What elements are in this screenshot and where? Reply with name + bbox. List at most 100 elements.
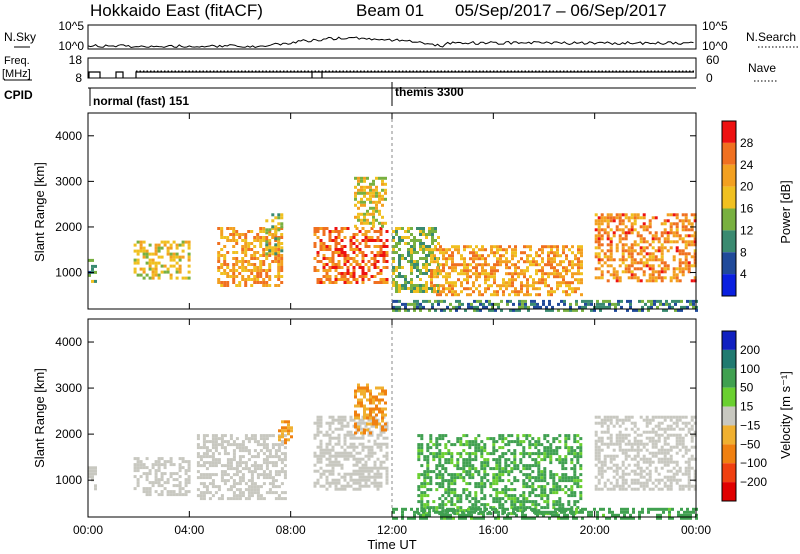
heatmap-cell [422, 251, 425, 254]
heatmap-cell [540, 494, 544, 498]
heatmap-cell [483, 506, 487, 510]
heatmap-cell [250, 272, 254, 275]
heatmap-cell [669, 231, 673, 235]
heatmap-cell [552, 482, 556, 486]
heatmap-cell [244, 278, 248, 281]
heatmap-cell [642, 249, 646, 253]
heatmap-cell [238, 461, 242, 465]
heatmap-cell [373, 230, 377, 233]
heatmap-cell [398, 284, 401, 287]
heatmap-cell [148, 481, 152, 485]
heatmap-cell [378, 191, 381, 195]
heatmap-cell [482, 510, 485, 514]
heatmap-cell [474, 443, 478, 447]
heatmap-cell [576, 461, 580, 465]
heatmap-cell [373, 484, 377, 488]
heatmap-cell [504, 458, 508, 462]
heatmap-cell [680, 513, 683, 517]
heatmap-cell [642, 469, 646, 473]
heatmap-cell [693, 216, 697, 220]
heatmap-cell [259, 254, 263, 257]
heatmap-cell [690, 228, 694, 232]
heatmap-cell [363, 176, 366, 180]
velocity-ylabel: Slant Range [km] [32, 368, 47, 468]
heatmap-cell [154, 243, 158, 247]
heatmap-cell [367, 478, 371, 482]
heatmap-cell [431, 290, 434, 293]
heatmap-cell [151, 273, 155, 277]
heatmap-cell [142, 252, 146, 256]
heatmap-cell [469, 245, 472, 249]
heatmap-cell [422, 290, 425, 293]
heatmap-cell [262, 440, 266, 444]
heatmap-cell [319, 415, 323, 419]
heatmap-cell [470, 513, 473, 517]
heatmap-cell [545, 510, 548, 514]
heatmap-cell [666, 415, 670, 419]
heatmap-cell [498, 497, 502, 501]
heatmap-cell [621, 478, 625, 482]
heatmap-cell [370, 445, 374, 449]
heatmap-cell [417, 449, 421, 453]
heatmap-cell [262, 452, 266, 456]
heatmap-cell [511, 290, 514, 294]
heatmap-cell [475, 278, 478, 282]
heatmap-cell [603, 469, 607, 473]
heatmap-cell [633, 276, 637, 280]
heatmap-cell [367, 466, 371, 470]
heatmap-cell [337, 266, 341, 269]
heatmap-cell [343, 278, 347, 281]
heatmap-cell [157, 469, 161, 473]
heatmap-cell [369, 389, 372, 393]
heatmap-cell [654, 276, 658, 280]
heatmap-cell [668, 513, 671, 517]
heatmap-cell [211, 452, 215, 456]
heatmap-cell [660, 243, 664, 247]
heatmap-cell [142, 472, 146, 476]
heatmap-cell [675, 231, 679, 235]
heatmap-cell [654, 231, 658, 235]
heatmap-cell [313, 463, 317, 467]
heatmap-cell [666, 478, 670, 482]
heatmap-cell [416, 302, 419, 306]
heatmap-cell [343, 263, 347, 266]
heatmap-cell [244, 266, 248, 269]
heatmap-cell [277, 213, 281, 217]
heatmap-cell [693, 243, 697, 247]
heatmap-cell [148, 487, 152, 491]
heatmap-cell [540, 458, 544, 462]
heatmap-cell [366, 413, 369, 417]
nsky-label: N.Sky [4, 30, 36, 44]
heatmap-cell [316, 278, 320, 281]
heatmap-cell [597, 246, 601, 250]
heatmap-cell [354, 194, 357, 198]
heatmap-cell [537, 509, 541, 513]
heatmap-cell [181, 276, 185, 280]
heatmap-cell [681, 472, 685, 476]
heatmap-cell [226, 497, 230, 501]
heatmap-cell [166, 252, 170, 256]
heatmap-cell [241, 239, 245, 242]
heatmap-cell [624, 466, 628, 470]
heatmap-cell [555, 437, 559, 441]
heatmap-cell [369, 197, 372, 201]
heatmap-cell [381, 215, 384, 219]
heatmap-cell [493, 269, 496, 273]
heatmap-cell [526, 278, 529, 282]
heatmap-cell [648, 231, 652, 235]
heatmap-cell [538, 281, 541, 285]
heatmap-cell [651, 451, 655, 455]
heatmap-cell [517, 266, 520, 270]
heatmap-cell [675, 481, 679, 485]
heatmap-cell [366, 218, 369, 222]
heatmap-cell [229, 434, 233, 438]
heatmap-cell [349, 242, 353, 245]
heatmap-cell [474, 503, 478, 507]
heatmap-cell [325, 245, 329, 248]
heatmap-cell [492, 479, 496, 483]
heatmap-cell [612, 216, 616, 220]
heatmap-cell [687, 240, 691, 244]
heatmap-cell [669, 469, 673, 473]
heatmap-cell [422, 272, 425, 275]
